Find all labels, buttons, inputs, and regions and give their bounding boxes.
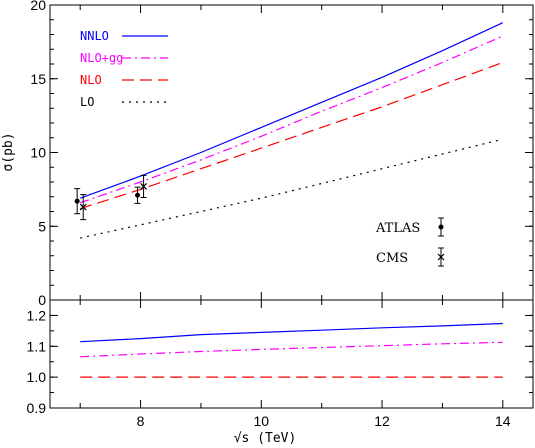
- data-legend-label-atlas: ATLAS: [375, 221, 420, 236]
- series-line-nnlo: [80, 322, 503, 343]
- plot-frame: [49, 299, 534, 409]
- data-point-cms: [140, 183, 148, 190]
- data-legend-label-cms: CMS: [376, 251, 408, 266]
- series-line-nlo: [80, 61, 504, 210]
- y-tick-label: 5: [38, 218, 46, 234]
- x-tick-label: 10: [254, 413, 270, 429]
- legend-label-nlo: NLO: [80, 73, 102, 87]
- series-line-nlo-gg: [80, 341, 503, 358]
- legend-label-nnlo: NNLO: [80, 29, 109, 43]
- ratio-panel: 0.9 1.0 1.1 1.2 8 10 12 14: [27, 299, 534, 429]
- y-tick-label: 0: [38, 292, 46, 308]
- series-line-nnlo: [79, 22, 504, 199]
- data-point-cms: [79, 203, 87, 211]
- x-tick-label: 14: [495, 413, 511, 429]
- plot-frame: [49, 4, 534, 301]
- y-tick-label: 1.1: [27, 338, 47, 354]
- y-tick-label: 20: [30, 0, 46, 13]
- legend-label-nlo-gg: NLO+gg: [80, 51, 123, 65]
- x-tick-label: 12: [374, 413, 390, 429]
- x-tick-label: 8: [137, 413, 145, 429]
- y-tick-label: 10: [30, 145, 46, 161]
- y-tick-label: 15: [30, 71, 46, 87]
- data-point-atlas: [74, 198, 80, 204]
- data-legend-marker: [437, 253, 445, 261]
- y-tick-label: 0.9: [27, 400, 47, 416]
- y-tick-label: 1.0: [27, 369, 47, 385]
- y-tick-label: 1.2: [27, 307, 47, 323]
- data-legend-marker: [438, 224, 444, 230]
- y-axis-label: σ(pb): [1, 132, 16, 171]
- data-point-atlas: [135, 192, 141, 198]
- legend-label-lo: LO: [80, 95, 94, 109]
- x-axis-label: √s (TeV): [234, 431, 297, 446]
- main-panel: 0 5 10 15 20 NNLO NLO+gg NLO LO ATLAS CMS: [30, 0, 534, 308]
